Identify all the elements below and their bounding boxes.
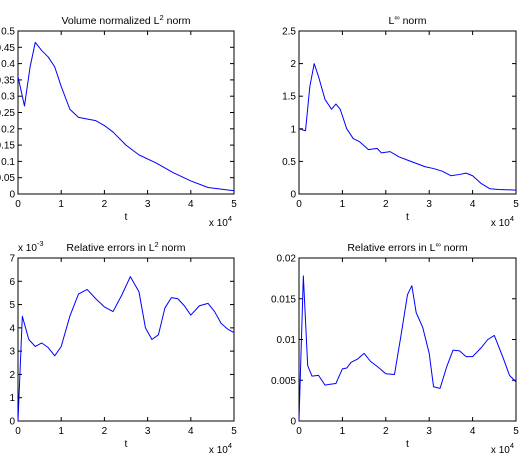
series-line <box>298 275 517 422</box>
y-tick-label: 0.2 <box>1 124 15 135</box>
y-tick-label: 5 <box>9 300 15 311</box>
x-tick-label: 0 <box>296 426 302 437</box>
y-tick-label: 1 <box>9 393 15 404</box>
y-tick-label: 1 <box>290 124 296 135</box>
y-tick-label: 0.5 <box>1 27 15 38</box>
series-line <box>17 41 235 192</box>
x-axis-multiplier: x 104 <box>491 441 514 454</box>
chart-title: Volume normalized L2 norm <box>61 13 190 27</box>
y-tick-label: 3 <box>9 347 15 358</box>
plot-area <box>17 30 235 195</box>
y-tick-label: 6 <box>9 277 15 288</box>
y-tick-label: 0.005 <box>271 376 296 387</box>
plot-area <box>298 257 517 422</box>
x-tick-label: 4 <box>470 426 476 437</box>
y-tick-label: 0.01 <box>277 335 297 346</box>
chart-panel-4: 0 1 2 3 4 5 0 0.005 0.01 0.015 0.02 Relative errors… <box>271 240 519 454</box>
x-tick-label: 0 <box>15 199 21 210</box>
x-tick-label: 2 <box>102 426 108 437</box>
y-tick-label: 4 <box>9 323 15 334</box>
y-tick-label: 0 <box>9 417 15 428</box>
x-axis-label: t <box>406 438 409 450</box>
x-tick-label: 4 <box>188 199 194 210</box>
plot-area <box>298 30 517 195</box>
chart-title: L∞ norm <box>388 13 426 27</box>
x-tick-label: 3 <box>145 199 151 210</box>
x-tick-label: 3 <box>426 199 432 210</box>
y-tick-label: 0.15 <box>0 141 15 152</box>
x-tick-label: 3 <box>145 426 151 437</box>
x-tick-label: 1 <box>58 426 64 437</box>
y-tick-label: 0.1 <box>1 157 15 168</box>
x-tick-label: 5 <box>231 199 237 210</box>
x-tick-label: 2 <box>102 199 108 210</box>
chart-panel-1: 0 1 2 3 4 5 0 0.05 0.1 0.15 0.2 0.25 0.3 0.35 0.4 0.45 0… <box>0 13 237 229</box>
y-tick-label: 0.02 <box>277 254 297 265</box>
y-tick-label: 0.3 <box>1 92 15 103</box>
chart-panel-3: 0 1 2 3 4 5 0 1 2 3 4 5 6 7 Relative errors in L2 norm… <box>9 239 237 454</box>
x-tick-label: 1 <box>58 199 64 210</box>
y-tick-label: 0.25 <box>0 108 15 119</box>
y-tick-label: 2 <box>9 370 15 381</box>
y-tick-label: 0.015 <box>271 294 296 305</box>
x-axis-label: t <box>125 438 128 450</box>
y-tick-label: 0.35 <box>0 75 15 86</box>
x-tick-label: 4 <box>470 199 476 210</box>
x-tick-label: 0 <box>296 199 302 210</box>
chart-title: Relative errors in L2 norm <box>66 240 185 254</box>
x-tick-label: 1 <box>340 199 346 210</box>
y-tick-label: 7 <box>9 254 15 265</box>
x-tick-label: 4 <box>188 426 194 437</box>
y-tick-label: 0 <box>9 190 15 201</box>
x-tick-label: 0 <box>15 426 21 437</box>
x-tick-label: 5 <box>513 426 519 437</box>
x-tick-label: 2 <box>383 199 389 210</box>
y-tick-label: 0.4 <box>1 59 15 70</box>
series-line <box>298 63 517 191</box>
x-tick-label: 1 <box>340 426 346 437</box>
x-tick-label: 5 <box>231 426 237 437</box>
y-tick-label: 2 <box>290 59 296 70</box>
chart-title: Relative errors in L∞ norm <box>347 240 468 254</box>
x-axis-multiplier: x 104 <box>491 214 514 229</box>
y-tick-label: 0 <box>290 190 296 201</box>
plot-area <box>17 257 235 422</box>
y-tick-label: 0 <box>290 417 296 428</box>
y-tick-label: 0.5 <box>282 157 296 168</box>
y-tick-label: 2.5 <box>282 27 296 38</box>
x-tick-label: 5 <box>513 199 519 210</box>
x-axis-label: t <box>125 211 128 223</box>
chart-panel-2: 0 1 2 3 4 5 0 0.5 1 1.5 2 2.5 L∞ norm t x 104 <box>282 13 519 229</box>
x-tick-label: 3 <box>426 426 432 437</box>
y-tick-label: 0.45 <box>0 43 15 54</box>
y-axis-multiplier: x 10-3 <box>18 239 44 254</box>
x-axis-multiplier: x 104 <box>209 441 232 454</box>
x-axis-label: t <box>406 211 409 223</box>
x-axis-multiplier: x 104 <box>209 214 232 229</box>
y-tick-label: 1.5 <box>282 92 296 103</box>
x-tick-label: 2 <box>383 426 389 437</box>
series-line <box>17 276 235 422</box>
y-tick-label: 0.05 <box>0 173 15 184</box>
